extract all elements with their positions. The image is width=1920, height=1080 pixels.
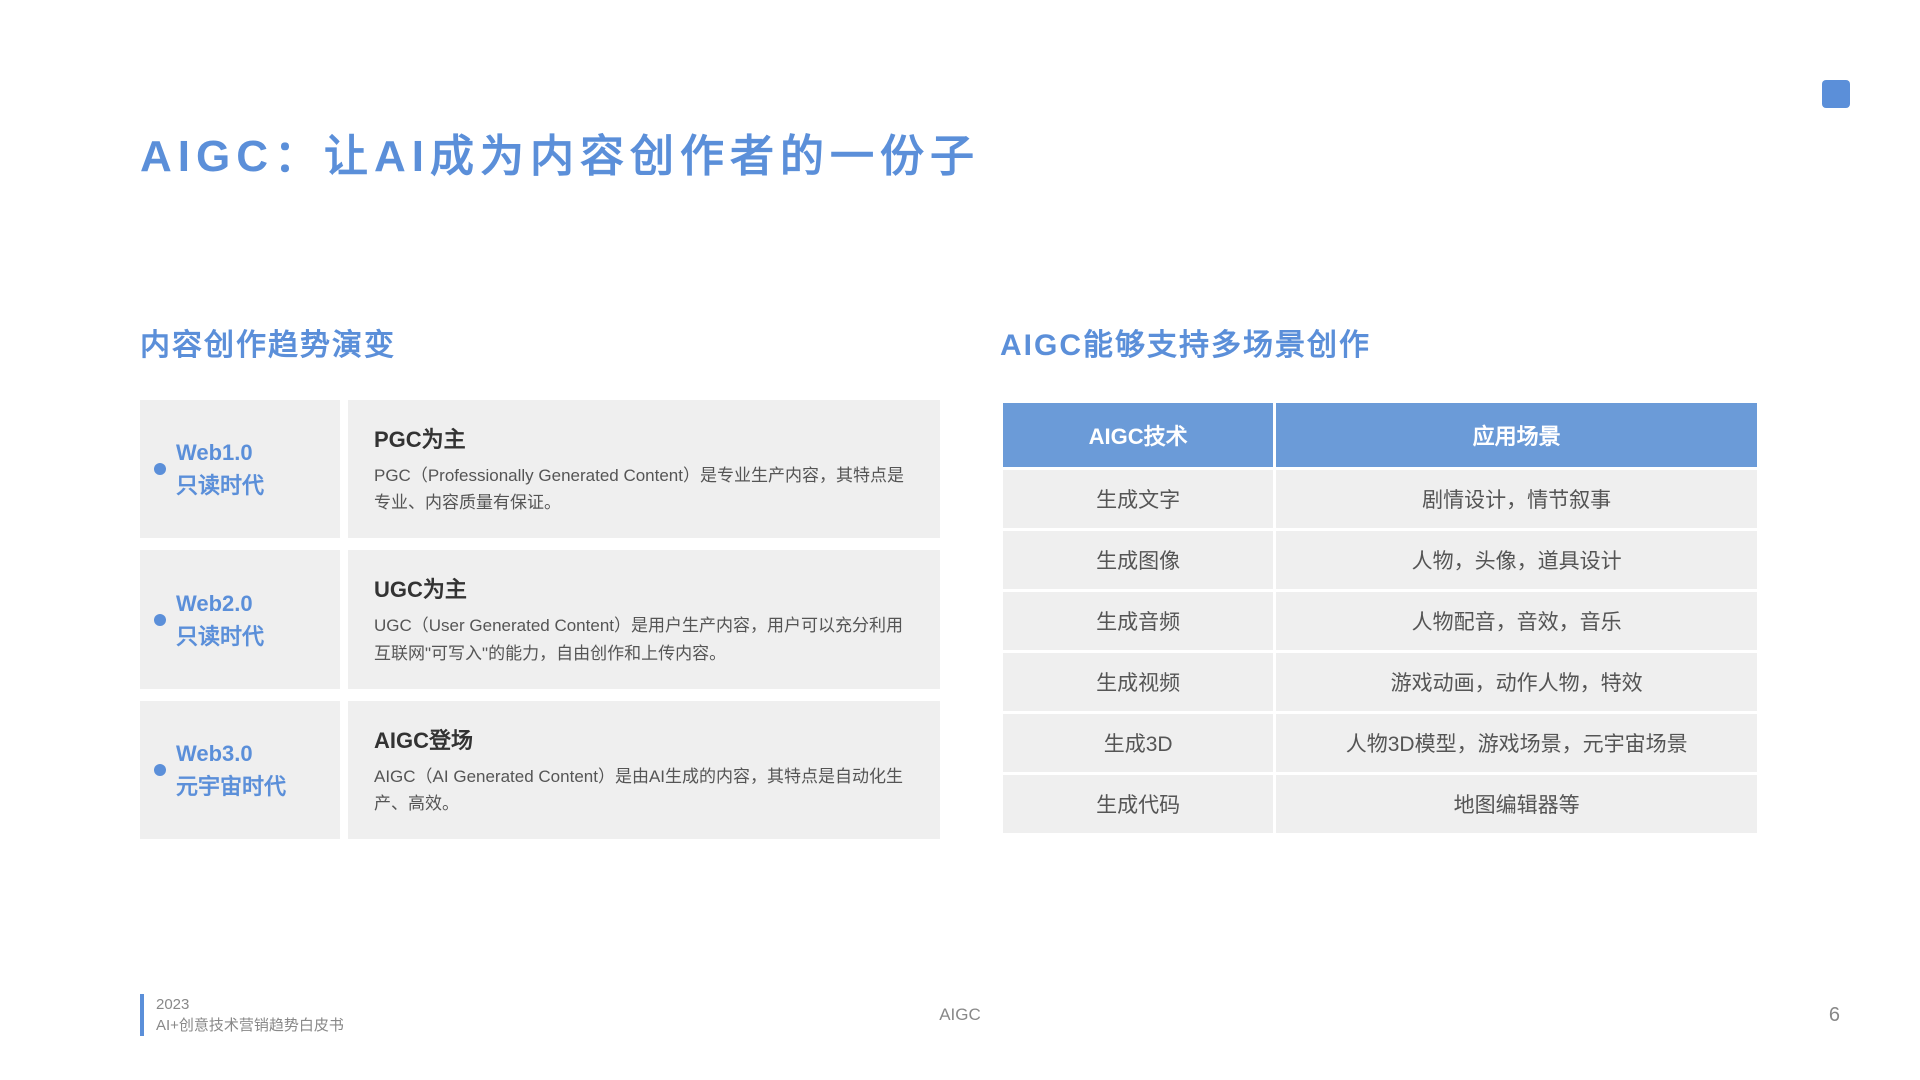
table-row: 生成视频 游戏动画，动作人物，特效 <box>1003 653 1757 711</box>
footer-year: 2023 <box>156 994 344 1015</box>
desc-body: PGC（Professionally Generated Content）是专业… <box>374 462 914 516</box>
footer-center: AIGC <box>939 1005 981 1025</box>
desc-title: UGC为主 <box>374 572 914 604</box>
desc-box-aigc: AIGC登场 AIGC（AI Generated Content）是由AI生成的… <box>348 701 940 839</box>
desc-box-pgc: PGC为主 PGC（Professionally Generated Conte… <box>348 400 940 538</box>
content-area: 内容创作趋势演变 Web1.0 只读时代 PGC为主 PGC（Professio… <box>140 320 1840 839</box>
cell-scene: 人物，头像，道具设计 <box>1276 531 1757 589</box>
era-subtitle: 元宇宙时代 <box>176 770 322 803</box>
table-header-tech: AIGC技术 <box>1003 403 1273 467</box>
table-row: 生成文字 剧情设计，情节叙事 <box>1003 470 1757 528</box>
era-box-web1: Web1.0 只读时代 <box>140 400 340 538</box>
table-row: 生成代码 地图编辑器等 <box>1003 775 1757 833</box>
era-subtitle: 只读时代 <box>176 620 322 653</box>
right-heading: AIGC能够支持多场景创作 <box>1000 320 1760 364</box>
timeline-row: Web3.0 元宇宙时代 AIGC登场 AIGC（AI Generated Co… <box>140 701 940 839</box>
cell-scene: 人物3D模型，游戏场景，元宇宙场景 <box>1276 714 1757 772</box>
era-box-web3: Web3.0 元宇宙时代 <box>140 701 340 839</box>
desc-title: PGC为主 <box>374 422 914 454</box>
timeline-row: Web2.0 只读时代 UGC为主 UGC（User Generated Con… <box>140 550 940 688</box>
era-title: Web2.0 <box>176 587 322 620</box>
table-row: 生成3D 人物3D模型，游戏场景，元宇宙场景 <box>1003 714 1757 772</box>
table-header-scene: 应用场景 <box>1276 403 1757 467</box>
desc-box-ugc: UGC为主 UGC（User Generated Content）是用户生产内容… <box>348 550 940 688</box>
cell-scene: 剧情设计，情节叙事 <box>1276 470 1757 528</box>
footer-page-number: 6 <box>1829 1004 1840 1027</box>
cell-tech: 生成文字 <box>1003 470 1273 528</box>
cell-scene: 人物配音，音效，音乐 <box>1276 592 1757 650</box>
cell-tech: 生成视频 <box>1003 653 1273 711</box>
aigc-scene-table: AIGC技术 应用场景 生成文字 剧情设计，情节叙事 生成图像 人物，头像，道具… <box>1000 400 1760 836</box>
footer-subtitle: AI+创意技术营销趋势白皮书 <box>156 1015 344 1036</box>
cell-tech: 生成代码 <box>1003 775 1273 833</box>
desc-body: AIGC（AI Generated Content）是由AI生成的内容，其特点是… <box>374 763 914 817</box>
bullet-icon <box>154 463 166 475</box>
era-box-web2: Web2.0 只读时代 <box>140 550 340 688</box>
desc-title: AIGC登场 <box>374 723 914 755</box>
cell-tech: 生成图像 <box>1003 531 1273 589</box>
cell-tech: 生成音频 <box>1003 592 1273 650</box>
desc-body: UGC（User Generated Content）是用户生产内容，用户可以充… <box>374 612 914 666</box>
footer: 2023 AI+创意技术营销趋势白皮书 AIGC 6 <box>0 994 1920 1036</box>
era-title: Web3.0 <box>176 737 322 770</box>
table-row: 生成音频 人物配音，音效，音乐 <box>1003 592 1757 650</box>
footer-left: 2023 AI+创意技术营销趋势白皮书 <box>140 994 344 1036</box>
cell-scene: 地图编辑器等 <box>1276 775 1757 833</box>
cell-tech: 生成3D <box>1003 714 1273 772</box>
left-heading: 内容创作趋势演变 <box>140 320 940 364</box>
era-subtitle: 只读时代 <box>176 469 322 502</box>
cell-scene: 游戏动画，动作人物，特效 <box>1276 653 1757 711</box>
timeline: Web1.0 只读时代 PGC为主 PGC（Professionally Gen… <box>140 400 940 839</box>
bullet-icon <box>154 764 166 776</box>
left-column: 内容创作趋势演变 Web1.0 只读时代 PGC为主 PGC（Professio… <box>140 320 940 839</box>
slide-title: AIGC：让AI成为内容创作者的一份子 <box>140 120 980 184</box>
timeline-row: Web1.0 只读时代 PGC为主 PGC（Professionally Gen… <box>140 400 940 538</box>
bullet-icon <box>154 614 166 626</box>
right-column: AIGC能够支持多场景创作 AIGC技术 应用场景 生成文字 剧情设计，情节叙事… <box>1000 320 1760 839</box>
era-title: Web1.0 <box>176 436 322 469</box>
corner-accent-square <box>1822 80 1850 108</box>
table-row: 生成图像 人物，头像，道具设计 <box>1003 531 1757 589</box>
